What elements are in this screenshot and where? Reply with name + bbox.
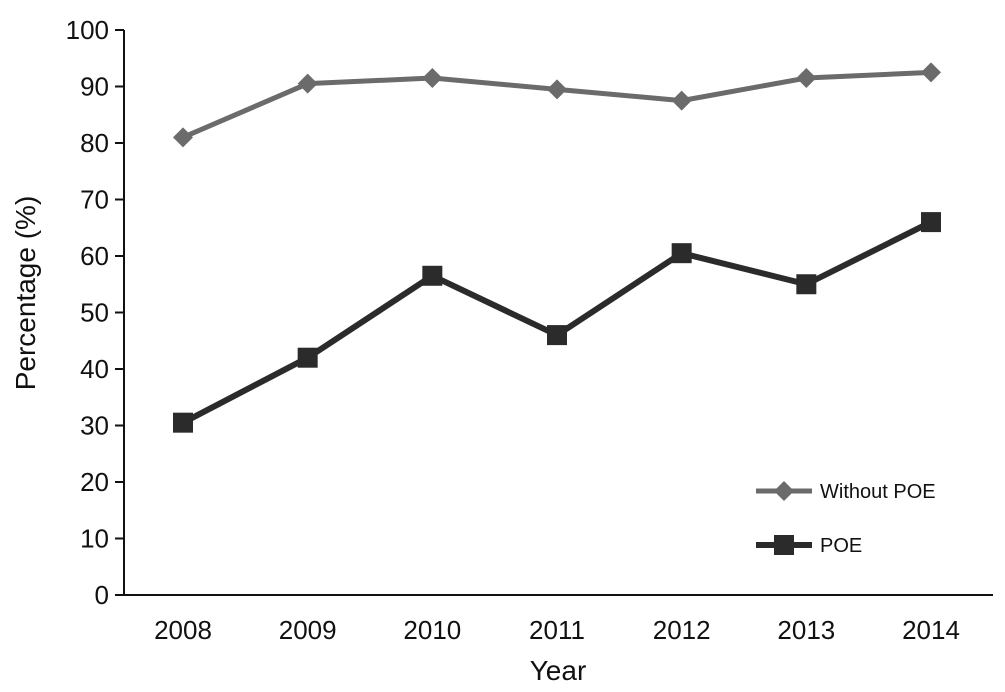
data-point-diamond <box>173 127 193 148</box>
y-tick-label: 70 <box>80 185 109 215</box>
y-ticks: 0 10 20 30 40 50 60 70 80 90 100 <box>66 15 124 610</box>
chart-axes <box>123 30 993 596</box>
data-point-diamond <box>297 73 318 94</box>
y-tick-label: 90 <box>80 72 109 102</box>
data-point-square <box>422 265 443 286</box>
legend-label: POE <box>820 535 862 557</box>
data-point-diamond <box>547 79 567 100</box>
legend-marker-diamond <box>774 481 794 501</box>
x-axis-title: Year <box>530 655 587 686</box>
data-point-square <box>297 347 318 368</box>
series-poe <box>173 212 941 433</box>
x-ticks: 2008 2009 2010 2011 2012 2013 2014 <box>154 615 960 645</box>
x-tick-label: 2009 <box>279 615 337 645</box>
series-line <box>181 219 933 426</box>
y-tick-label: 80 <box>80 128 109 158</box>
x-tick-label: 2014 <box>902 615 960 645</box>
y-axis-title: Percentage (%) <box>10 196 41 391</box>
data-point-square <box>796 274 817 295</box>
legend-item: POE <box>756 535 862 557</box>
y-tick-label: 60 <box>80 241 109 271</box>
data-point-diamond <box>671 90 692 111</box>
x-tick-label: 2011 <box>529 615 585 645</box>
data-point-square <box>921 212 941 233</box>
series-without-poe <box>173 62 941 148</box>
legend-item: Without POE <box>756 481 936 503</box>
data-point-diamond <box>796 68 817 89</box>
y-tick-label: 100 <box>66 15 109 45</box>
data-point-square <box>547 325 567 346</box>
x-tick-label: 2010 <box>403 615 461 645</box>
series-layer <box>173 62 941 433</box>
y-tick-label: 30 <box>80 411 109 441</box>
y-tick-label: 10 <box>80 524 109 554</box>
x-tick-label: 2008 <box>154 615 212 645</box>
y-tick-label: 40 <box>80 354 109 384</box>
data-point-diamond <box>921 62 941 83</box>
y-tick-label: 0 <box>95 580 109 610</box>
data-point-square <box>671 243 692 264</box>
legend-label: Without POE <box>820 481 936 503</box>
data-point-square <box>173 412 193 433</box>
legend-marker-square <box>774 535 794 555</box>
x-tick-label: 2013 <box>777 615 835 645</box>
x-tick-label: 2012 <box>653 615 711 645</box>
y-tick-label: 20 <box>80 467 109 497</box>
data-point-diamond <box>422 68 443 89</box>
legend: Without POE POE <box>756 481 936 557</box>
y-tick-label: 50 <box>80 298 109 328</box>
